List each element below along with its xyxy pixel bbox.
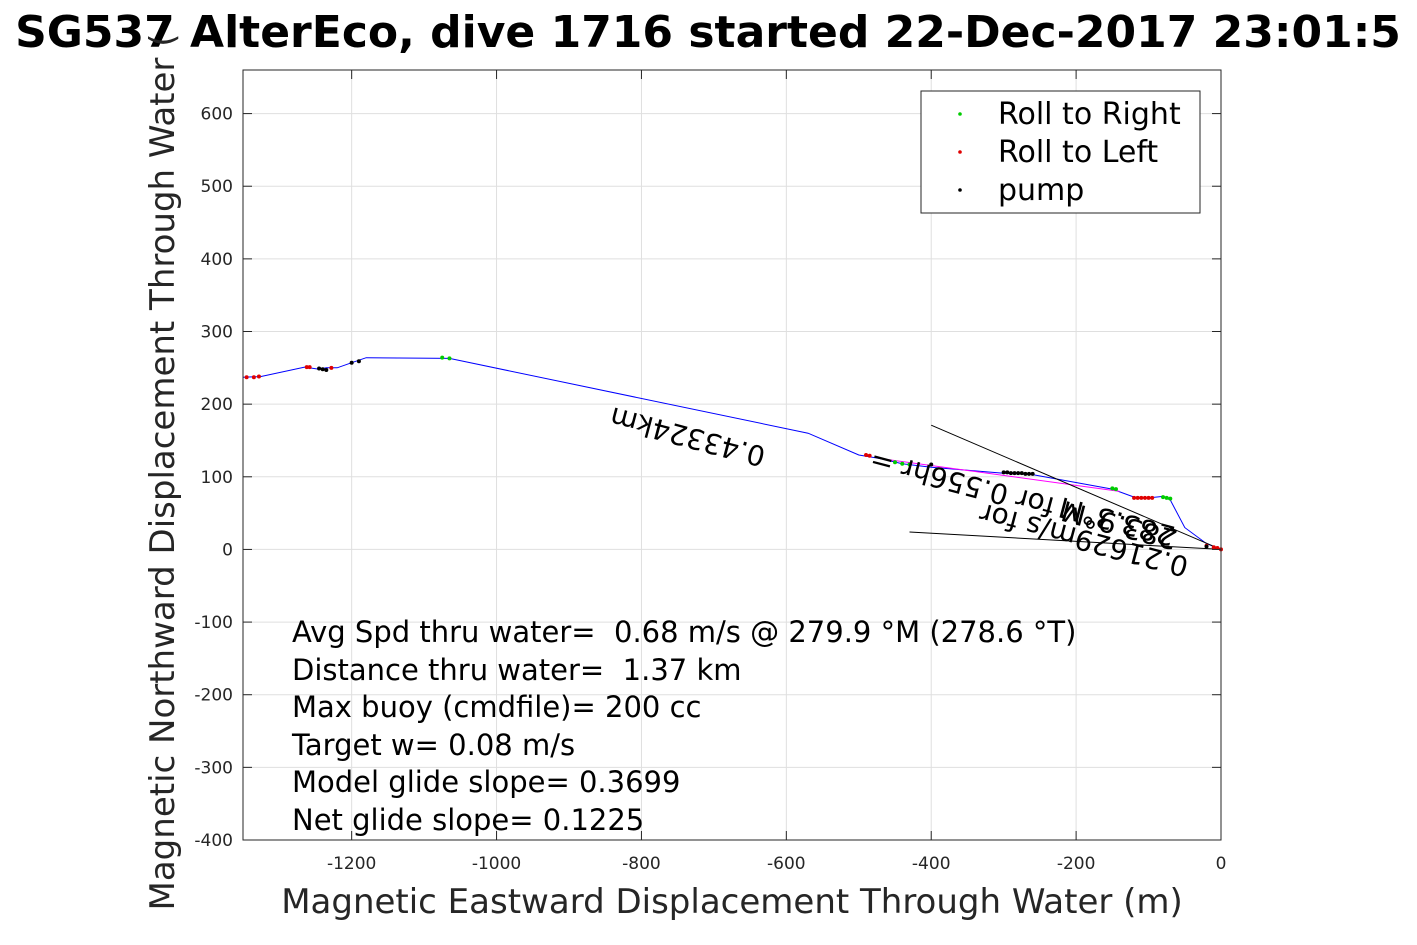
roll-left-point <box>307 365 312 370</box>
pump-point <box>324 368 329 373</box>
pump-point <box>1019 471 1024 476</box>
roll-right-point <box>440 355 445 360</box>
axis-ticks <box>243 70 1222 841</box>
current-lines <box>909 424 1222 550</box>
legend-label-roll-left: Roll to Left <box>998 135 1158 170</box>
pump-point <box>1008 471 1013 476</box>
pump-point <box>1001 470 1006 475</box>
pump-point <box>349 360 354 365</box>
x-tick-label: -1200 <box>327 854 376 874</box>
roll-left-point <box>1139 495 1144 500</box>
pump-point <box>356 359 361 364</box>
legend-marker-pump <box>958 188 962 192</box>
roll-right-point <box>907 462 912 467</box>
current-line <box>909 531 1222 550</box>
roll-right-point <box>1168 496 1173 501</box>
markers-layer <box>244 355 1223 552</box>
roll-left-point <box>251 375 256 380</box>
legend: Roll to Right Roll to Left pump <box>920 90 1201 214</box>
legend-marker-roll-right <box>958 112 962 116</box>
roll-left-point <box>1132 495 1137 500</box>
pump-point <box>317 366 322 371</box>
plot-frame <box>242 69 1222 841</box>
y-tick-label: -300 <box>194 758 233 778</box>
roll-right-point <box>1164 495 1169 500</box>
stats-target-w: Target w= 0.08 m/s <box>291 728 575 762</box>
x-tick-label: -400 <box>912 854 951 874</box>
y-tick-label: 400 <box>201 250 233 270</box>
pump-point <box>929 462 934 467</box>
roll-right-point <box>893 460 897 465</box>
roll-left-point <box>304 365 309 370</box>
y-tick-label: 200 <box>201 395 233 415</box>
x-tick-label: -600 <box>767 854 806 874</box>
roll-right-point <box>447 356 452 361</box>
y-tick-label: -400 <box>194 831 233 851</box>
x-tick-label: -200 <box>1057 854 1096 874</box>
x-tick-labels: -1200 -1000 -800 -600 -400 -200 0 <box>327 854 1226 874</box>
track-segment-highlight <box>880 458 1120 492</box>
pump-point <box>1027 471 1032 476</box>
roll-left-point <box>1142 495 1147 500</box>
y-tick-label: -100 <box>194 613 233 633</box>
y-tick-label: -200 <box>194 686 233 706</box>
y-tick-label: 300 <box>201 323 233 343</box>
y-tick-label: 500 <box>201 177 233 197</box>
y-tick-label: 0 <box>222 540 233 560</box>
x-tick-label: -1000 <box>472 854 521 874</box>
pump-point <box>1016 471 1021 476</box>
roll-left-point <box>867 453 872 458</box>
pump-point <box>1023 471 1028 476</box>
stats-distance: Distance thru water= 1.37 km <box>292 653 742 687</box>
pump-point <box>1030 471 1035 476</box>
y-tick-label: 600 <box>201 105 233 125</box>
roll-left-point <box>1211 545 1216 550</box>
stats-net-glide: Net glide slope= 0.1225 <box>292 803 644 837</box>
chart-title: SG537 AlterEco, dive 1716 started 22-Dec… <box>15 7 1401 58</box>
y-axis-label: Magnetic Northward Displacement Through … <box>143 34 183 911</box>
pump-point <box>320 367 325 372</box>
pump-point <box>1012 471 1017 476</box>
x-tick-label: 0 <box>1216 854 1227 874</box>
legend-marker-roll-left <box>958 150 962 154</box>
roll-left-point <box>1146 495 1151 500</box>
roll-right-point <box>1110 486 1115 491</box>
roll-left-point <box>864 453 869 457</box>
roll-left-point <box>1135 495 1140 500</box>
legend-label-pump: pump <box>998 173 1084 208</box>
legend-label-roll-right: Roll to Right <box>998 97 1181 132</box>
pump-point <box>1005 470 1010 475</box>
roll-left-point <box>244 375 249 380</box>
y-tick-label: 100 <box>201 468 233 488</box>
roll-right-point <box>900 461 905 466</box>
roll-left-point <box>256 374 261 379</box>
stats-block: Avg Spd thru water= 0.68 m/s @ 279.9 °M … <box>291 615 1076 837</box>
roll-left-point <box>1150 495 1155 500</box>
y-tick-labels: -400 -300 -200 -100 0 100 200 300 400 500 600 <box>194 105 233 851</box>
current-line <box>931 424 1222 550</box>
roll-right-point <box>1161 495 1166 500</box>
x-axis-label: Magnetic Eastward Displacement Through W… <box>281 882 1183 922</box>
roll-right-point <box>1113 487 1118 492</box>
x-tick-label: -800 <box>622 854 661 874</box>
roll-left-point <box>329 365 334 370</box>
stats-max-buoy: Max buoy (cmdfile)= 200 cc <box>292 690 701 724</box>
stats-avg-speed: Avg Spd thru water= 0.68 m/s @ 279.9 °M … <box>292 615 1076 649</box>
stats-model-glide: Model glide slope= 0.3699 <box>292 765 680 799</box>
legend-box <box>920 90 1201 214</box>
pump-point <box>1204 544 1209 549</box>
